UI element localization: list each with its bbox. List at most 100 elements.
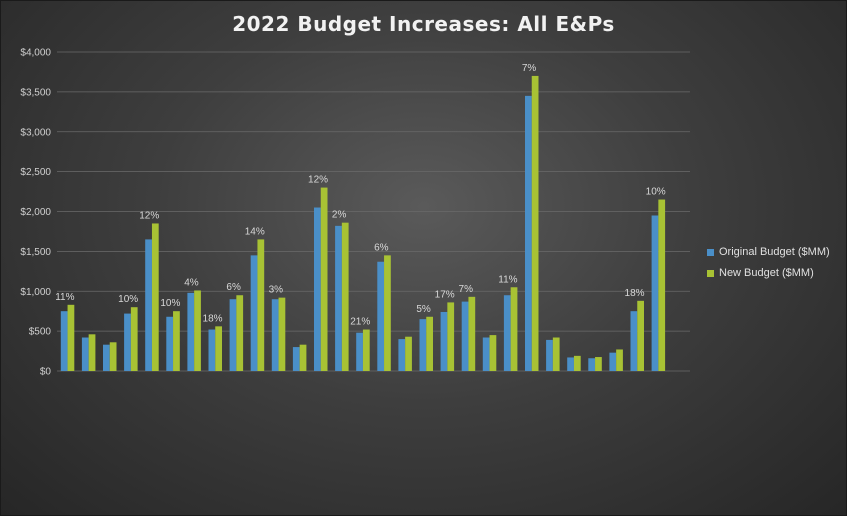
data-label: 7% — [459, 284, 474, 295]
bar-original-budget — [208, 329, 216, 371]
data-label: 5% — [416, 304, 431, 315]
y-tick-label: $2,000 — [20, 207, 51, 218]
bar-new-budget — [468, 296, 476, 371]
bar-new-budget — [299, 344, 307, 371]
bar-original-budget — [145, 239, 152, 371]
bar-original-budget — [60, 311, 68, 371]
bar-original-budget — [461, 301, 469, 371]
bar-new-budget — [151, 223, 159, 371]
legend-item-original: Original Budget ($MM) — [707, 246, 830, 258]
bar-new-budget — [67, 304, 75, 371]
bar-original-budget — [313, 207, 321, 371]
bar-new-budget — [552, 337, 560, 371]
bars — [60, 75, 666, 372]
bar-original-budget — [292, 347, 300, 371]
bar-original-budget — [398, 339, 406, 371]
bar-new-budget — [173, 311, 180, 371]
bar-original-budget — [482, 337, 490, 371]
legend-label-new: New Budget ($MM) — [719, 267, 814, 279]
bar-new-budget — [616, 349, 623, 371]
bar-original-budget — [102, 344, 110, 371]
bar-new-budget — [405, 336, 412, 371]
data-label: 10% — [646, 187, 666, 198]
y-axis: $0 $500 $1,000 $1,500 $2,000 $2,500 $3,000 $3,5… — [20, 48, 51, 378]
gridlines — [57, 51, 690, 372]
y-tick-label: $1,500 — [20, 247, 51, 258]
y-tick-label: $3,000 — [20, 127, 51, 138]
bar-original-budget — [124, 313, 131, 371]
bar-new-budget — [637, 300, 645, 371]
legend-item-new: New Budget ($MM) — [707, 267, 830, 279]
bar-new-budget — [510, 287, 518, 371]
bar-new-budget — [384, 255, 391, 371]
bar-original-budget — [567, 357, 574, 371]
data-label: 3% — [269, 285, 284, 296]
bar-original-budget — [166, 316, 174, 371]
y-tick-label: $2,500 — [20, 167, 51, 178]
bar-new-budget — [215, 326, 223, 371]
data-label: 2% — [332, 210, 347, 221]
y-tick-label: $3,500 — [20, 87, 51, 98]
data-label: 14% — [245, 226, 265, 237]
data-label: 6% — [374, 242, 389, 253]
bar-new-budget — [489, 335, 497, 371]
bar-new-budget — [595, 357, 602, 371]
bar-original-budget — [546, 339, 553, 371]
bar-original-budget — [187, 292, 195, 371]
y-tick-label: $4,000 — [20, 48, 51, 59]
bar-original-budget — [271, 299, 279, 371]
bar-original-budget — [503, 295, 511, 371]
bar-original-budget — [356, 332, 363, 371]
bar-new-budget — [341, 222, 349, 371]
bar-original-budget — [440, 311, 448, 371]
bar-new-budget — [531, 75, 539, 372]
bar-original-budget — [377, 261, 385, 371]
data-label: 10% — [160, 298, 180, 309]
data-labels: 11% 10% 12% 10% 4% 18% 6% 14% 3% 12% 2% 21% 6% 5% 17% 7… — [55, 63, 666, 328]
data-label: 10% — [118, 294, 138, 305]
data-label: 6% — [226, 282, 241, 293]
legend-label-original: Original Budget ($MM) — [719, 246, 830, 258]
bar-new-budget — [362, 329, 370, 371]
bar-original-budget — [609, 352, 617, 371]
data-label: 11% — [55, 292, 74, 303]
legend-swatch-new — [707, 269, 714, 277]
y-tick-label: $0 — [40, 367, 52, 378]
bar-new-budget — [257, 239, 265, 371]
bar-original-budget — [81, 337, 89, 371]
data-label: 12% — [139, 210, 159, 221]
data-label: 17% — [435, 289, 455, 300]
bar-original-budget — [630, 311, 638, 371]
bar-new-budget — [278, 297, 286, 371]
legend-swatch-original — [707, 248, 714, 256]
data-label: 11% — [498, 274, 517, 285]
bar-original-budget — [250, 255, 258, 371]
bar-original-budget — [524, 95, 532, 372]
bar-new-budget — [109, 342, 117, 371]
bar-original-budget — [229, 299, 237, 371]
data-label: 12% — [308, 175, 328, 186]
legend: Original Budget ($MM) New Budget ($MM) — [707, 246, 830, 288]
bar-new-budget — [88, 334, 96, 371]
data-label: 21% — [350, 317, 370, 328]
bar-new-budget — [130, 307, 138, 371]
bar-original-budget — [419, 319, 427, 371]
bar-new-budget — [426, 316, 434, 371]
bar-new-budget — [658, 199, 666, 371]
bar-original-budget — [651, 215, 659, 371]
y-tick-label: $1,000 — [20, 287, 51, 298]
bar-original-budget — [588, 358, 596, 371]
bar-new-budget — [573, 355, 581, 371]
data-label: 4% — [184, 277, 199, 288]
data-label: 18% — [625, 288, 645, 299]
bar-original-budget — [335, 225, 342, 371]
bar-new-budget — [236, 295, 244, 371]
bar-new-budget — [447, 302, 455, 371]
bar-new-budget — [194, 290, 201, 371]
chart-title: 2022 Budget Increases: All E&Ps — [232, 12, 615, 36]
data-label: 7% — [522, 63, 537, 74]
y-tick-label: $500 — [29, 327, 52, 338]
data-label: 18% — [203, 313, 223, 324]
bar-new-budget — [320, 187, 328, 371]
